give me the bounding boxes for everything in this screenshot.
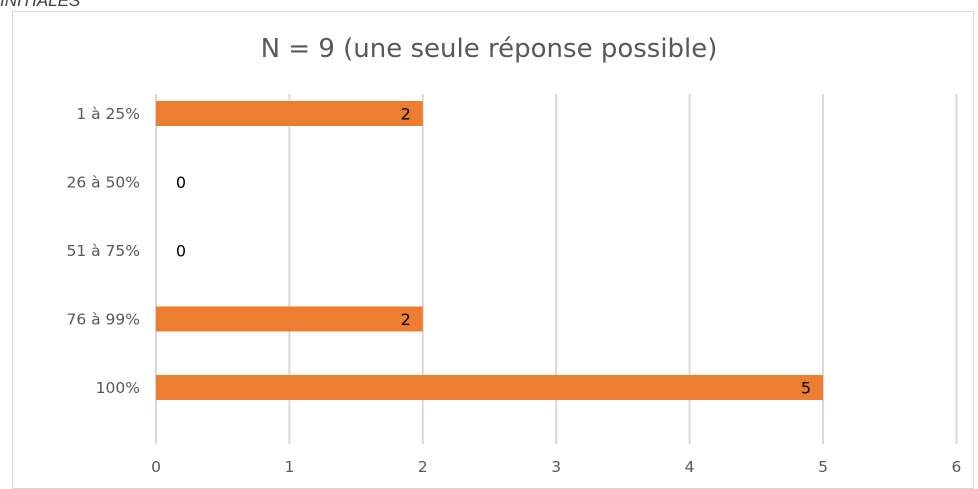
x-tick-label: 4	[685, 458, 695, 476]
data-label: 5	[801, 379, 811, 398]
y-category-label: 100%	[96, 379, 140, 397]
y-category-label: 76 à 99%	[66, 311, 140, 329]
bar	[156, 375, 823, 400]
chart-area	[12, 11, 974, 489]
x-tick-label: 6	[951, 458, 961, 476]
y-category-label: 1 à 25%	[76, 105, 140, 123]
x-tick-label: 1	[284, 458, 294, 476]
x-tick-label: 2	[418, 458, 428, 476]
chart-caption: INITIALES	[0, 0, 81, 10]
y-category-label: 26 à 50%	[66, 174, 140, 192]
data-label: 0	[176, 173, 186, 192]
x-tick-label: 0	[151, 458, 161, 476]
data-label: 2	[401, 310, 411, 329]
chart-title: N = 9 (une seule réponse possible)	[260, 34, 718, 64]
data-label: 2	[401, 105, 411, 124]
bar	[156, 101, 423, 126]
bar	[156, 306, 423, 332]
x-tick-label: 5	[818, 458, 828, 476]
y-category-label: 51 à 75%	[66, 242, 140, 260]
data-label: 0	[176, 242, 186, 261]
x-tick-label: 3	[551, 458, 561, 476]
